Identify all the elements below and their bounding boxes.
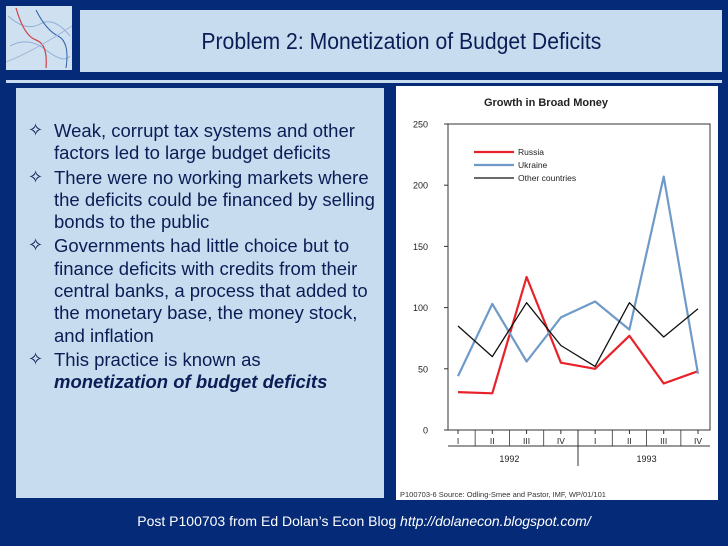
bullet-text: This practice is known as <box>54 348 261 370</box>
bullet-item: ✧ This practice is known as monetization… <box>16 349 384 394</box>
y-tick-label: 150 <box>413 242 428 252</box>
year-label: 1992 <box>499 454 519 464</box>
chart-source: P100703-6 Source: Odling-Smee and Pastor… <box>400 490 606 499</box>
y-tick-label: 200 <box>413 181 428 191</box>
diamond-outline-icon: ✧ <box>28 348 44 370</box>
x-tick-label: I <box>594 436 596 446</box>
y-tick-label: 0 <box>423 426 428 436</box>
year-label: 1993 <box>637 454 657 464</box>
y-tick-label: 250 <box>413 120 428 130</box>
x-tick-label: II <box>627 436 632 446</box>
plot-frame <box>447 123 711 431</box>
blog-link[interactable]: http://dolanecon.blogspot.com/ <box>400 513 591 529</box>
bullet-list: ✧ Weak, corrupt tax systems and other fa… <box>16 88 384 394</box>
diamond-outline-icon: ✧ <box>28 166 44 188</box>
chart-title: Growth in Broad Money <box>484 97 609 109</box>
y-axis: 0 50 100 150 200 250 <box>413 120 448 436</box>
series-group <box>457 175 700 395</box>
x-tick-label: IV <box>557 436 565 446</box>
legend-label: Other countries <box>518 173 576 183</box>
legend-label: Ukraine <box>518 160 548 170</box>
legend-label: Russia <box>518 147 544 157</box>
bullet-text: Governments had little choice but to fin… <box>54 235 368 346</box>
diamond-outline-icon: ✧ <box>28 235 44 257</box>
footer: Post P100703 from Ed Dolan’s Econ Blog h… <box>0 513 728 529</box>
x-tick-label: III <box>523 436 530 446</box>
bullet-text: There were no working markets where the … <box>54 166 375 233</box>
slide-title: Problem 2: Monetization of Budget Defici… <box>201 27 601 54</box>
decorative-thumbnail <box>6 6 72 70</box>
diamond-outline-icon: ✧ <box>28 120 44 141</box>
y-tick-label: 50 <box>418 364 428 374</box>
series-line <box>457 275 699 395</box>
title-bar: Problem 2: Monetization of Budget Defici… <box>80 10 722 72</box>
x-tick-label: III <box>660 436 667 446</box>
x-tick-label: II <box>490 436 495 446</box>
x-tick-label: IV <box>694 436 702 446</box>
bullet-text: Weak, corrupt tax systems and other fact… <box>54 120 355 164</box>
bullet-emphasis: monetization of budget deficits <box>54 371 328 393</box>
bullet-item: ✧ Weak, corrupt tax systems and other fa… <box>16 120 384 165</box>
x-tick-label: I <box>457 436 459 446</box>
series-line <box>457 302 699 368</box>
divider <box>6 80 722 83</box>
y-tick-label: 100 <box>413 303 428 313</box>
series-line <box>457 175 700 377</box>
bullet-item: ✧ There were no working markets where th… <box>16 167 384 234</box>
bullet-item: ✧ Governments had little choice but to f… <box>16 235 384 346</box>
legend: Russia Ukraine Other countries <box>474 147 576 183</box>
footer-text: Post P100703 from Ed Dolan’s Econ Blog <box>137 513 397 529</box>
bullet-panel: ✧ Weak, corrupt tax systems and other fa… <box>16 88 384 498</box>
